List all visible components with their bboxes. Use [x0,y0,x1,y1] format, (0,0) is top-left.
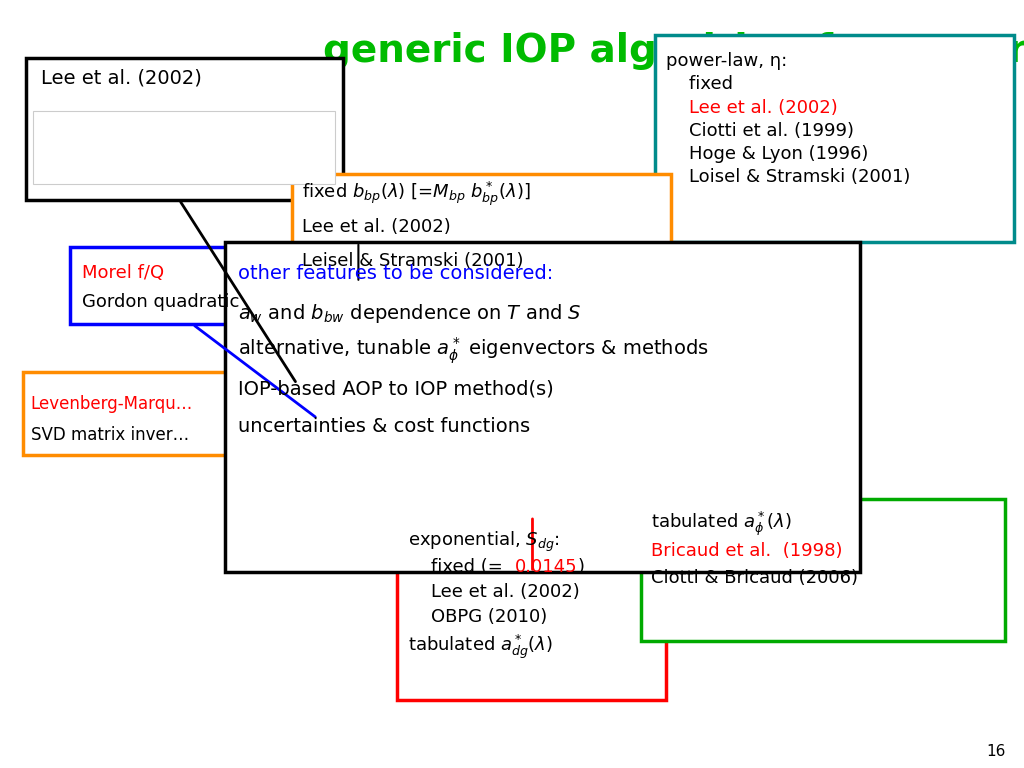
Text: exponential, $S_{dg}$:: exponential, $S_{dg}$: [408,529,559,554]
Text: Lee et al. (2002): Lee et al. (2002) [41,69,202,88]
Text: generic IOP algorithm framework: generic IOP algorithm framework [323,32,1024,70]
FancyBboxPatch shape [23,372,238,455]
Text: power-law, η:: power-law, η: [666,52,786,71]
Text: Gordon quadratic: Gordon quadratic [82,293,240,311]
FancyBboxPatch shape [225,242,860,572]
Text: 0.0145: 0.0145 [515,558,578,576]
Text: Lee et al. (2002): Lee et al. (2002) [666,98,838,117]
Text: Morel f/Q: Morel f/Q [82,263,164,282]
FancyBboxPatch shape [655,35,1014,242]
FancyBboxPatch shape [33,111,335,184]
FancyBboxPatch shape [26,58,343,200]
Text: $a_w$ and $b_{bw}$ dependence on $T$ and $S$: $a_w$ and $b_{bw}$ dependence on $T$ and… [238,302,582,325]
Text: IOP-based AOP to IOP method(s): IOP-based AOP to IOP method(s) [238,379,553,398]
FancyBboxPatch shape [292,174,671,283]
FancyBboxPatch shape [70,247,310,324]
FancyBboxPatch shape [641,499,1005,641]
Text: Levenberg-Marqu…: Levenberg-Marqu… [31,395,193,413]
Text: Lee et al. (2002): Lee et al. (2002) [408,583,580,601]
Text: Bricaud et al.  (1998): Bricaud et al. (1998) [651,541,843,560]
Text: other features to be considered:: other features to be considered: [238,264,553,283]
Text: tabulated $a^*_\phi(\lambda)$: tabulated $a^*_\phi(\lambda)$ [651,510,793,538]
Text: 16: 16 [986,743,1006,759]
Text: alternative, tunable $a^*_\phi$ eigenvectors & methods: alternative, tunable $a^*_\phi$ eigenvec… [238,336,709,366]
Text: OBPG (2010): OBPG (2010) [408,608,547,627]
Text: ): ) [578,558,585,576]
Text: uncertainties & cost functions: uncertainties & cost functions [238,417,529,435]
Text: Loisel & Stramski (2001): Loisel & Stramski (2001) [666,167,910,186]
Text: SVD matrix inver…: SVD matrix inver… [31,425,188,444]
Text: Ciotti et al. (1999): Ciotti et al. (1999) [666,121,854,140]
Text: Hoge & Lyon (1996): Hoge & Lyon (1996) [666,144,868,163]
Text: Leisel & Stramski (2001): Leisel & Stramski (2001) [302,252,523,270]
FancyBboxPatch shape [397,516,666,700]
Text: tabulated $a^*_{dg}(\lambda)$: tabulated $a^*_{dg}(\lambda)$ [408,633,552,660]
Text: fixed $b_{bp}(\lambda)$ [=$M_{bp}$ $b^*_{bp}(\lambda)$]: fixed $b_{bp}(\lambda)$ [=$M_{bp}$ $b^*_… [302,180,530,207]
Text: Lee et al. (2002): Lee et al. (2002) [302,217,451,236]
Text: Ciotti & Bricaud (2006): Ciotti & Bricaud (2006) [651,568,858,587]
Text: fixed (=: fixed (= [408,558,508,576]
Text: fixed: fixed [666,75,732,94]
